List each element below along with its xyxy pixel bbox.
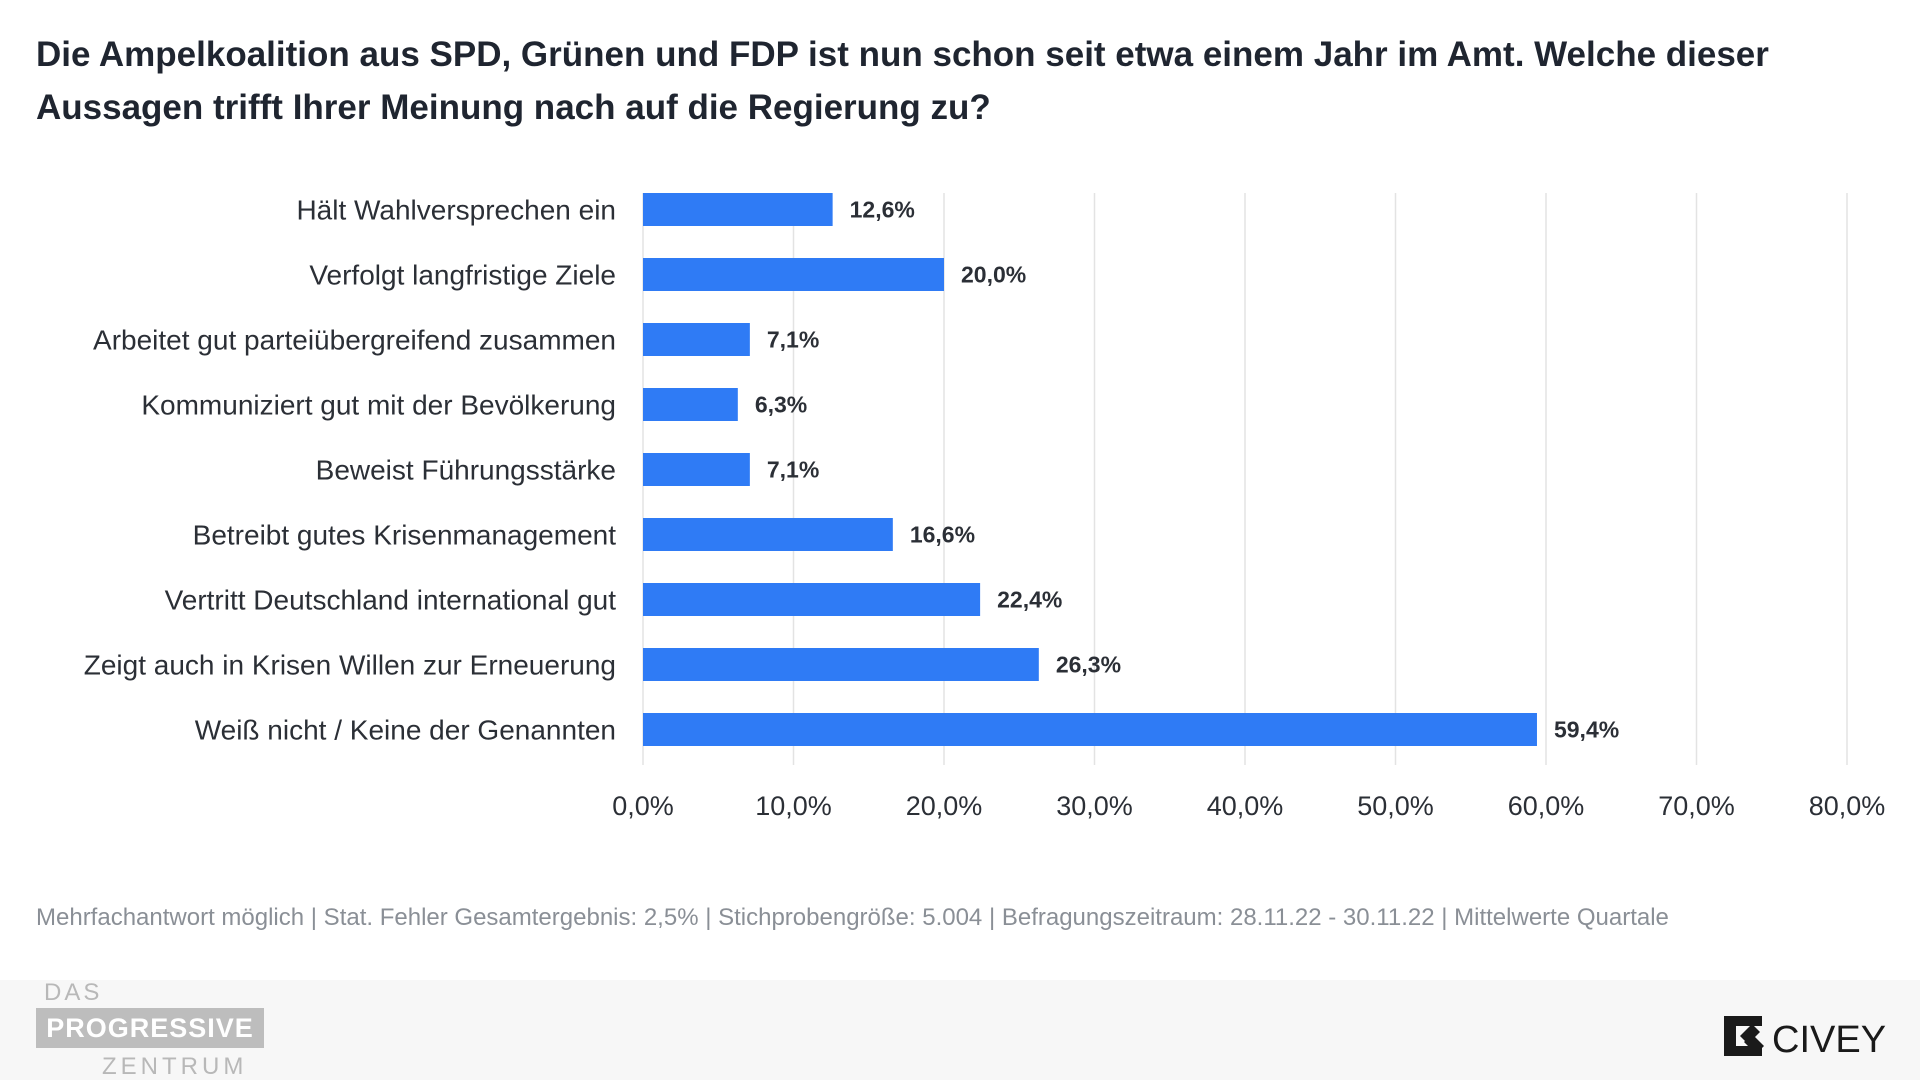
category-labels: Hält Wahlversprechen ein Verfolgt langfri… <box>84 195 616 746</box>
bars <box>643 193 1537 746</box>
category-label: Zeigt auch in Krisen Willen zur Erneueru… <box>84 650 616 681</box>
value-label: 16,6% <box>910 522 975 548</box>
logo-right-text: CIVEY <box>1772 1019 1886 1060</box>
bar <box>643 323 750 356</box>
x-tick-label: 0,0% <box>612 791 674 821</box>
logo-left-band <box>36 1008 264 1048</box>
logo-left-line1: DAS <box>44 979 102 1006</box>
logo-left-line2: PROGRESSIVE <box>46 1013 254 1043</box>
chart-title: Die Ampelkoalition aus SPD, Grünen und F… <box>36 35 1769 127</box>
bar-chart: Hält Wahlversprechen ein Verfolgt langfri… <box>84 193 1885 821</box>
x-tick-label: 70,0% <box>1658 791 1735 821</box>
value-labels: 12,6% 20,0% 7,1% 6,3% 7,1% 16,6% 22,4% 26,3% 59,… <box>755 197 1619 743</box>
value-label: 26,3% <box>1056 652 1121 678</box>
x-tick-label: 10,0% <box>755 791 832 821</box>
category-label: Weiß nicht / Keine der Genannten <box>195 715 616 746</box>
value-label: 6,3% <box>755 392 807 418</box>
civey-mark-icon <box>1724 1016 1764 1056</box>
bar <box>643 648 1039 681</box>
value-label: 22,4% <box>997 587 1062 613</box>
value-label: 7,1% <box>767 327 819 353</box>
bar <box>643 583 981 616</box>
logo-left-line3: ZENTRUM <box>102 1053 247 1080</box>
bar <box>643 453 750 486</box>
category-label: Vertritt Deutschland international gut <box>165 585 617 616</box>
bar <box>643 258 944 291</box>
category-label: Verfolgt langfristige Ziele <box>309 260 616 291</box>
civey-logo: CIVEY <box>1724 1016 1886 1060</box>
gridlines <box>642 193 1848 765</box>
value-label: 7,1% <box>767 457 819 483</box>
x-tick-label: 60,0% <box>1508 791 1585 821</box>
x-tick-label: 30,0% <box>1056 791 1133 821</box>
x-tick-label: 80,0% <box>1809 791 1886 821</box>
bar <box>643 388 738 421</box>
x-axis-tick-labels: 0,0% 10,0% 20,0% 30,0% 40,0% 50,0% 60,0% 70,0% 8… <box>612 791 1885 821</box>
category-label: Beweist Führungsstärke <box>316 455 616 486</box>
x-tick-label: 20,0% <box>906 791 983 821</box>
category-label: Arbeitet gut parteiübergreifend zusammen <box>93 325 616 356</box>
value-label: 59,4% <box>1554 717 1619 743</box>
footer-band <box>0 980 1920 1080</box>
bar <box>643 713 1537 746</box>
category-label: Betreibt gutes Krisenmanagement <box>193 520 617 551</box>
das-progressive-zentrum-logo: DAS PROGRESSIVE ZENTRUM <box>36 979 264 1080</box>
footnote: Mehrfachantwort möglich | Stat. Fehler G… <box>36 904 1669 931</box>
x-tick-label: 50,0% <box>1357 791 1434 821</box>
category-label: Kommuniziert gut mit der Bevölkerung <box>141 390 616 421</box>
x-tick-label: 40,0% <box>1207 791 1284 821</box>
bar <box>643 193 833 226</box>
value-label: 20,0% <box>961 262 1026 288</box>
value-label: 12,6% <box>850 197 915 223</box>
bar <box>643 518 893 551</box>
category-label: Hält Wahlversprechen ein <box>296 195 616 226</box>
